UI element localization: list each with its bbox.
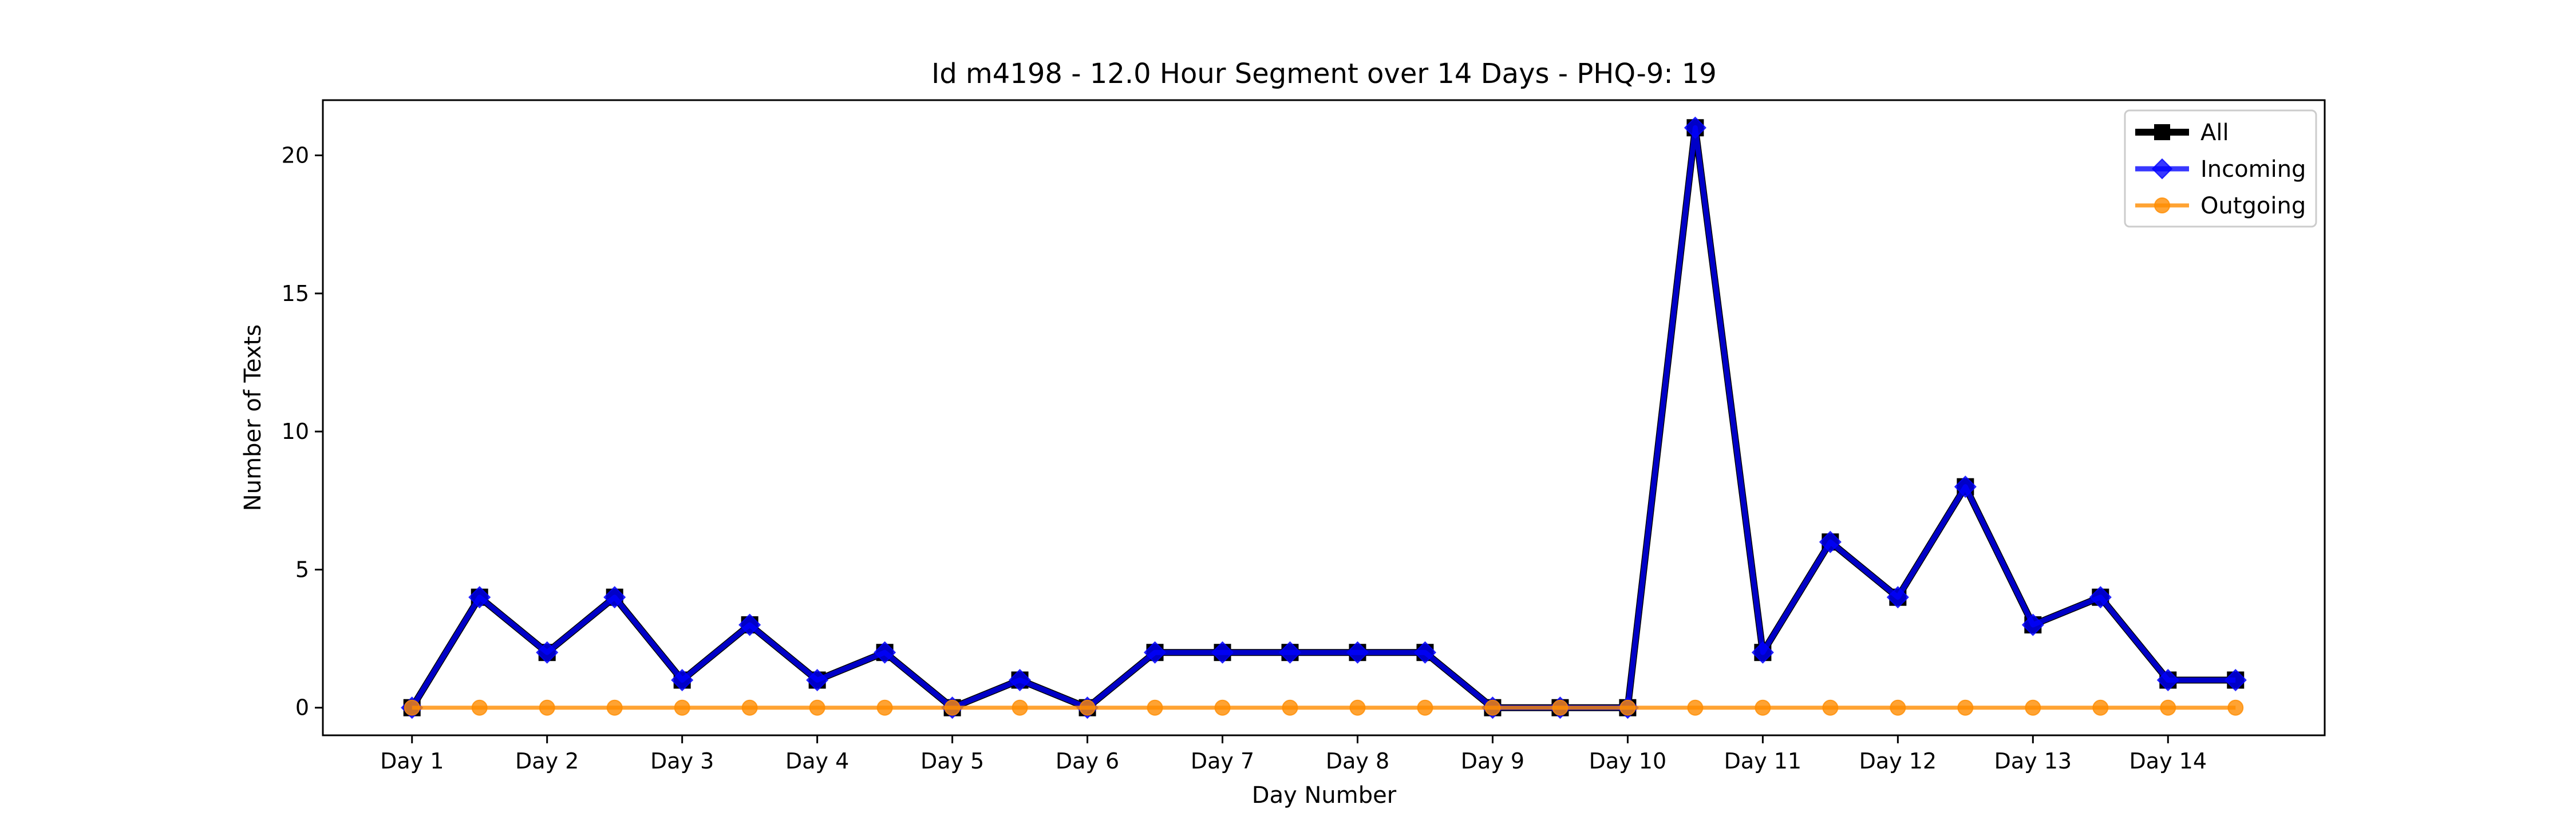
y-tick-label: 5	[295, 557, 309, 582]
series-outgoing	[404, 699, 2244, 716]
data-point	[1957, 699, 1974, 716]
data-point	[2021, 613, 2044, 636]
x-tick-label: Day 14	[2129, 748, 2207, 774]
data-point	[1214, 699, 1231, 716]
legend-label: All	[2200, 120, 2229, 146]
data-point	[876, 699, 893, 716]
x-tick-label: Day 3	[650, 748, 714, 774]
data-point	[2224, 668, 2247, 692]
data-point	[738, 613, 761, 636]
data-point	[809, 699, 825, 716]
data-point	[1954, 476, 1977, 498]
data-point	[1417, 699, 1433, 716]
data-point	[1484, 699, 1501, 716]
y-axis: 0 5 10 15 20	[282, 143, 323, 720]
data-point	[1619, 699, 1636, 716]
data-point	[1147, 699, 1163, 716]
data-point	[471, 699, 488, 716]
data-point	[1684, 116, 1707, 139]
legend-marker	[2151, 158, 2173, 180]
y-tick-label: 20	[282, 143, 309, 168]
x-tick-label: Day 9	[1461, 748, 1524, 774]
y-tick-label: 0	[295, 695, 309, 720]
data-point	[1278, 641, 1302, 664]
data-point	[1008, 668, 1032, 692]
chart-title: Id m4198 - 12.0 Hour Segment over 14 Day…	[931, 58, 1717, 90]
y-tick-label: 10	[282, 419, 309, 444]
y-tick-label: 15	[282, 281, 309, 306]
data-point	[1819, 530, 1842, 553]
series-line	[409, 125, 2236, 711]
data-point	[806, 668, 829, 692]
x-tick-label: Day 5	[920, 748, 984, 774]
x-tick-label: Day 11	[1724, 748, 1801, 774]
data-point	[1687, 699, 1704, 716]
data-point	[606, 699, 623, 716]
data-point	[536, 641, 559, 664]
data-point	[1886, 586, 1909, 609]
legend-marker	[2154, 197, 2170, 213]
data-point	[1079, 699, 1096, 716]
x-tick-label: Day 10	[1589, 748, 1666, 774]
data-point	[671, 668, 694, 692]
x-tick-label: Day 4	[785, 748, 849, 774]
data-point	[2227, 699, 2244, 716]
data-point	[741, 699, 758, 716]
legend-item: Incoming	[2135, 156, 2306, 183]
data-point	[2092, 699, 2109, 716]
legend-label: Outgoing	[2200, 193, 2306, 219]
data-point	[2025, 699, 2041, 716]
x-tick-label: Day 2	[515, 748, 579, 774]
x-tick-label: Day 7	[1191, 748, 1254, 774]
data-point	[404, 699, 420, 716]
data-point	[2156, 668, 2179, 692]
data-point	[1143, 641, 1167, 664]
data-point	[674, 699, 690, 716]
x-tick-label: Day 6	[1056, 748, 1119, 774]
legend-box	[2124, 109, 2317, 228]
data-point	[873, 641, 896, 664]
plot-frame	[322, 99, 2326, 736]
x-tick-label: Day 13	[1994, 748, 2072, 774]
data-point	[1211, 641, 1234, 664]
data-point	[1282, 699, 1298, 716]
data-point	[1822, 699, 1839, 716]
data-point	[1413, 641, 1437, 664]
data-point	[1755, 699, 1771, 716]
data-point	[1012, 699, 1028, 716]
data-point	[468, 586, 491, 609]
data-point	[1552, 699, 1568, 716]
x-tick-label: Day 1	[380, 748, 444, 774]
data-point	[1751, 641, 1775, 664]
data-point	[2160, 699, 2176, 716]
data-point	[1349, 699, 1366, 716]
y-axis-label: Number of Texts	[240, 324, 266, 511]
x-axis: Day 1 Day 2 Day 3 Day 4 Day 5 Day 6 Day 7 Day 8…	[380, 735, 2207, 774]
x-tick-label: Day 12	[1859, 748, 1937, 774]
legend-marker	[2154, 124, 2170, 140]
x-tick-label: Day 8	[1326, 748, 1389, 774]
data-point	[944, 699, 961, 716]
data-point	[603, 586, 626, 609]
data-point	[1890, 699, 1906, 716]
data-point	[539, 699, 555, 716]
x-axis-label: Day Number	[1252, 782, 1397, 809]
legend-label: Incoming	[2200, 156, 2306, 183]
legend-item: All	[2135, 120, 2229, 146]
plot-area	[401, 116, 2247, 719]
data-point	[2089, 586, 2112, 609]
data-point	[1346, 641, 1369, 664]
legend: All Incoming Outgoing	[2124, 109, 2317, 228]
legend-item: Outgoing	[2135, 193, 2306, 219]
